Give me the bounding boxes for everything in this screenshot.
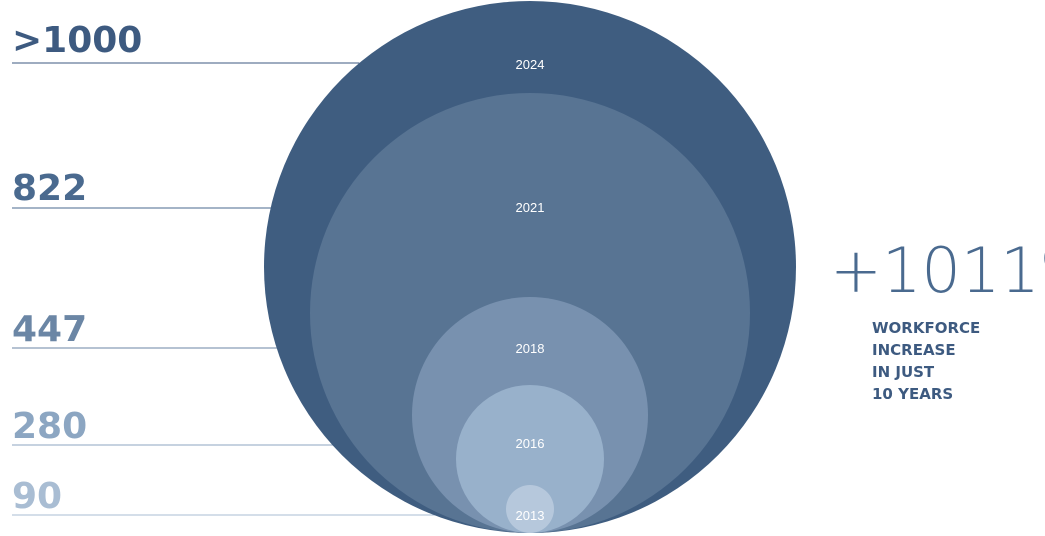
caption-line-2: INCREASE bbox=[872, 341, 956, 359]
value-label-2021: 822 bbox=[12, 168, 87, 209]
circle-2013 bbox=[506, 485, 554, 533]
year-label-2024: 2024 bbox=[516, 57, 545, 72]
year-label-2018: 2018 bbox=[516, 341, 545, 356]
value-labels: 90 280 447 822 >1000 bbox=[12, 20, 142, 517]
year-labels: 2013 2016 2018 2021 2024 bbox=[516, 57, 545, 523]
year-label-2021: 2021 bbox=[516, 200, 545, 215]
value-label-2016: 280 bbox=[12, 406, 87, 447]
value-label-2013: 90 bbox=[12, 476, 62, 517]
caption-line-4: 10 YEARS bbox=[872, 385, 953, 403]
caption-line-1: WORKFORCE bbox=[872, 319, 980, 337]
value-label-2018: 447 bbox=[12, 309, 87, 350]
circle-2016 bbox=[456, 385, 604, 533]
headline-percent: +1011% bbox=[830, 234, 1045, 307]
caption-line-3: IN JUST bbox=[872, 363, 935, 381]
value-label-2024: >1000 bbox=[12, 20, 142, 61]
year-label-2016: 2016 bbox=[516, 436, 545, 451]
circles bbox=[264, 1, 796, 533]
year-label-2013: 2013 bbox=[516, 508, 545, 523]
